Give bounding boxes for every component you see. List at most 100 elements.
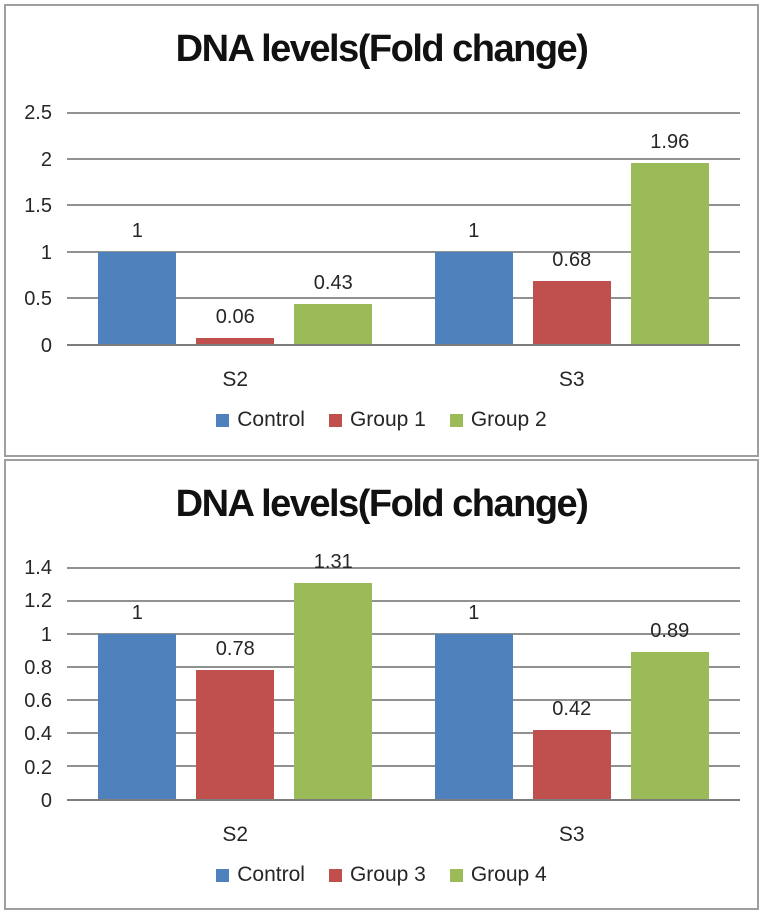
legend: Control Group 3 Group 4: [6, 863, 757, 887]
bar-wrap: 1: [98, 568, 177, 799]
legend-label: Group 3: [349, 863, 426, 886]
bar-wrap: 0.78: [196, 568, 275, 799]
legend-swatch: [449, 868, 463, 882]
bar-value-label: 0.42: [552, 697, 592, 720]
bar-wrap: 0.89: [630, 568, 709, 799]
category-label: S3: [558, 368, 585, 391]
bar-value-label: 0.43: [313, 272, 353, 295]
chart-title: DNA levels(Fold change): [175, 28, 589, 70]
y-axis: 0 0.5 1 1.5 2 2.5: [6, 102, 52, 357]
bar-group-3: [196, 670, 275, 799]
y-axis-tick-label: 0.5: [24, 288, 52, 311]
gridline: [67, 296, 740, 299]
category-group: 1 0.68 1.96: [404, 113, 741, 344]
y-axis-tick-label: 0: [40, 335, 52, 357]
legend-label: Group 2: [470, 408, 547, 431]
legend-swatch: [328, 868, 342, 882]
legend-item: Group 2: [449, 408, 547, 432]
category-group: 1 0.78 1.31: [67, 551, 404, 799]
bar-wrap: 0.06: [196, 113, 275, 344]
y-axis-tick-label: 0.2: [24, 756, 52, 779]
gridline: [67, 600, 740, 602]
y-axis: 0 0.2 0.4 0.6 0.8 1 1.2 1.4: [6, 557, 52, 812]
bar-wrap: 1.96: [630, 113, 709, 344]
y-axis-tick-label: 2: [40, 148, 52, 171]
y-axis-tick-label: 1: [40, 241, 52, 264]
y-axis-tick-label: 2.5: [24, 102, 52, 124]
x-axis-labels: S2 S3: [67, 368, 740, 392]
gridline: [67, 699, 740, 701]
legend-swatch: [449, 413, 463, 427]
legend-item: Group 4: [449, 863, 547, 887]
category-group: 1 0.06 0.43: [67, 113, 404, 344]
y-axis-tick-label: 0.6: [24, 690, 52, 713]
chart-title: DNA levels(Fold change): [175, 483, 589, 525]
bar-group-2: [294, 304, 373, 344]
legend-label: Group 1: [349, 408, 426, 431]
category-label: S2: [222, 368, 249, 391]
y-axis-tick-label: 1: [40, 623, 52, 646]
gridline: [67, 633, 740, 635]
bar-value-label: 1.31: [313, 550, 353, 573]
gridline: [67, 765, 740, 768]
x-axis-labels: S2 S3: [67, 823, 740, 847]
plot-zone: 0 0.5 1 1.5 2 2.5 1 0.06 0.43 1 0.68 1.96: [6, 102, 741, 357]
bar-value-label: 1: [131, 219, 143, 242]
gridline: [67, 158, 740, 161]
y-axis-tick-label: 0.8: [24, 656, 52, 679]
legend-item: Control: [216, 408, 305, 432]
chart-panel-bottom: DNA levels(Fold change) 0 0.2 0.4 0.6 0.8 1 1.…: [4, 459, 759, 910]
legend-label: Control: [237, 863, 305, 886]
gridline: [67, 567, 740, 569]
bar-wrap: 0.43: [294, 113, 373, 344]
bar-wrap: 1.31: [294, 551, 373, 799]
bar-value-label: 0.89: [650, 620, 690, 643]
bar-wrap: 1: [434, 568, 513, 799]
bar-control: [434, 634, 513, 799]
bar-control: [434, 251, 513, 344]
category-label: S3: [558, 823, 585, 846]
category-group: 1 0.42 0.89: [404, 568, 741, 799]
plot-area: 1 0.78 1.31 1 0.42 0.89: [67, 551, 741, 801]
legend-label: Group 4: [470, 863, 547, 886]
gridline: [67, 112, 740, 114]
bar-value-label: 0.68: [552, 249, 592, 272]
bar-group-1: [196, 338, 275, 344]
gridline: [67, 666, 740, 669]
legend-swatch: [216, 868, 230, 882]
legend: Control Group 1 Group 2: [6, 408, 757, 432]
bar-value-label: 1: [468, 602, 480, 624]
bar-group-2: [630, 162, 709, 344]
y-axis-tick-label: 0.4: [24, 723, 52, 746]
plot-area: 1 0.06 0.43 1 0.68 1.96: [67, 112, 741, 346]
bar-group-3: [532, 729, 611, 799]
legend-label: Control: [237, 408, 305, 431]
chart-panel-top: DNA levels(Fold change) 0 0.5 1 1.5 2 2.5 1 0.…: [4, 4, 759, 457]
y-axis-tick-label: 0: [40, 790, 52, 812]
bar-wrap: 0.42: [532, 568, 611, 799]
bar-control: [98, 251, 177, 344]
bar-value-label: 0.06: [215, 306, 255, 329]
y-axis-tick-label: 1.2: [24, 590, 52, 613]
bar-group-4: [630, 652, 709, 799]
category-label: S2: [222, 823, 249, 846]
bar-value-label: 1.96: [650, 130, 690, 153]
bar-value-label: 1: [131, 602, 143, 624]
legend-item: Control: [216, 863, 305, 887]
legend-swatch: [216, 413, 230, 427]
bar-control: [98, 634, 177, 799]
legend-item: Group 1: [328, 408, 426, 432]
legend-item: Group 3: [328, 863, 426, 887]
bar-value-label: 0.78: [215, 638, 255, 661]
bar-value-label: 1: [468, 219, 480, 242]
gridline: [67, 204, 740, 207]
bar-wrap: 0.68: [532, 113, 611, 344]
bar-group-4: [294, 582, 373, 799]
bar-group-1: [532, 281, 611, 344]
plot-zone: 0 0.2 0.4 0.6 0.8 1 1.2 1.4 1 0.78 1.31 1 0.42 0.89: [6, 551, 741, 812]
bar-wrap: 1: [434, 113, 513, 344]
y-axis-tick-label: 1.5: [24, 195, 52, 218]
bar-wrap: 1: [98, 113, 177, 344]
y-axis-tick-label: 1.4: [24, 557, 52, 579]
